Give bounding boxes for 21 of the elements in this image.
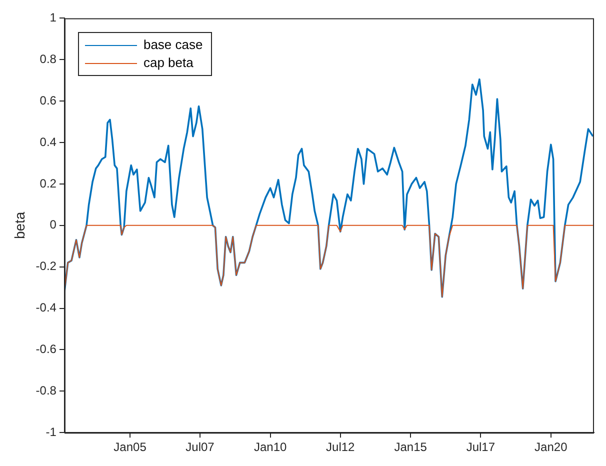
x-tick-label: Jan05 xyxy=(114,440,147,454)
x-tick-label: Jan20 xyxy=(534,440,568,454)
x-tick-label: Jul07 xyxy=(186,440,215,454)
y-tick-label: 0.6 xyxy=(40,93,57,108)
x-tick-label: Jan10 xyxy=(254,440,287,454)
y-tick-label: -0.8 xyxy=(36,383,57,398)
y-tick-label: 0.8 xyxy=(40,52,57,66)
y-tick-label: 0 xyxy=(50,218,57,232)
x-tick-label: Jan15 xyxy=(394,440,428,454)
legend-label: cap beta xyxy=(143,54,194,72)
y-axis-title: beta xyxy=(11,212,28,240)
x-tick-label: Jul12 xyxy=(326,440,356,454)
y-tick-label: -0.2 xyxy=(36,259,57,274)
y-tick-label: 0.2 xyxy=(40,176,57,190)
legend-label: base case xyxy=(143,36,203,54)
y-tick-label: -0.6 xyxy=(36,342,57,356)
y-tick-label: -1 xyxy=(46,424,57,439)
y-tick-label: 0.4 xyxy=(40,134,57,149)
x-tick-label: Jul17 xyxy=(466,440,496,454)
y-tick-label: -0.4 xyxy=(36,300,57,315)
y-tick-label: 1 xyxy=(50,10,57,25)
